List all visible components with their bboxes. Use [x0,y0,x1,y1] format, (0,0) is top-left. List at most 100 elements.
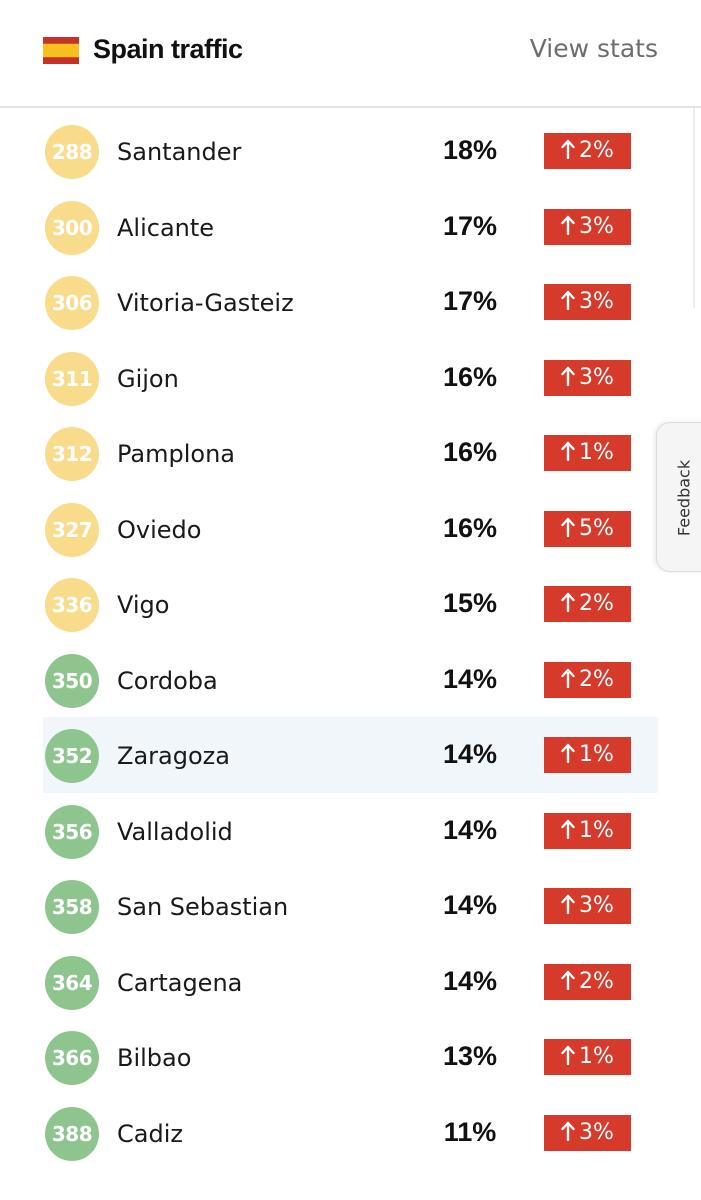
city-name: Valladolid [117,817,233,846]
list-item[interactable]: 300 Alicante 17% 3% [0,189,701,265]
list-item[interactable]: 327 Oviedo 16% 5% [0,491,701,567]
change-badge: 1% [544,737,631,773]
arrow-up-icon [561,743,575,763]
congestion-value: 13% [442,1041,498,1071]
congestion-value: 14% [442,814,498,845]
arrow-up-icon [561,1121,575,1141]
change-badge: 3% [544,284,631,320]
rank-badge: 352 [45,729,99,783]
change-badge: 3% [544,1114,631,1151]
change-value: 2% [579,968,614,994]
congestion-value: 15% [442,588,498,618]
city-ranking-list: 288 Santander 18% 2% 300 Alicante 17% 3% 306 Vito… [0,113,701,1170]
list-item[interactable]: 388 Cadiz 11% 3% [0,1095,701,1171]
rank-badge: 327 [45,502,99,557]
change-badge: 1% [544,435,631,471]
congestion-value: 11% [443,1116,497,1147]
change-value: 2% [579,666,614,692]
list-item[interactable]: 312 Pamplona 16% 1% [0,415,701,491]
list-item[interactable]: 288 Santander 18% 2% [0,113,701,189]
arrow-up-icon [561,139,575,159]
change-value: 1% [579,742,614,767]
scrollbar[interactable] [693,108,695,308]
city-name: San Sebastian [117,893,289,921]
header: Spain traffic View stats [0,0,701,108]
change-value: 3% [579,364,614,390]
change-value: 3% [579,213,614,239]
rank-badge: 288 [45,125,99,179]
congestion-value: 14% [442,890,498,920]
spain-flag-icon [43,37,79,64]
change-value: 1% [579,440,614,465]
change-badge: 2% [544,661,631,698]
congestion-value: 17% [442,210,498,241]
change-value: 2% [579,138,614,163]
view-stats-link[interactable]: View stats [529,34,658,63]
arrow-up-icon [561,366,575,386]
city-name: Pamplona [117,440,235,468]
arrow-up-icon [561,215,575,235]
rank-badge: 336 [45,578,99,632]
rank-badge: 364 [45,955,99,1010]
city-name: Zaragoza [117,742,230,770]
rank-badge: 312 [45,427,99,481]
arrow-up-icon [561,1045,575,1065]
change-badge: 3% [544,888,631,924]
city-name: Vigo [117,591,170,619]
change-badge: 1% [544,812,631,849]
change-value: 2% [579,591,614,616]
change-value: 5% [579,515,614,541]
list-item[interactable]: 366 Bilbao 13% 1% [0,1019,701,1095]
change-badge: 2% [544,133,631,169]
congestion-value: 14% [442,965,498,996]
arrow-up-icon [561,592,575,612]
change-value: 1% [579,817,614,843]
rank-badge: 388 [45,1106,99,1161]
change-badge: 3% [544,208,631,245]
arrow-up-icon [561,894,575,914]
change-badge: 2% [544,963,631,1000]
congestion-value: 17% [442,286,498,316]
change-badge: 5% [544,510,631,547]
city-name: Vitoria-Gasteiz [117,289,294,317]
list-item[interactable]: 364 Cartagena 14% 2% [0,944,701,1020]
city-name: Alicante [117,213,215,242]
city-name: Santander [117,138,242,166]
list-item[interactable]: 336 Vigo 15% 2% [0,566,701,642]
arrow-up-icon [561,668,575,688]
arrow-up-icon [561,517,575,537]
rank-badge: 311 [45,351,99,406]
change-value: 3% [579,893,614,918]
congestion-value: 16% [442,437,498,467]
change-badge: 3% [544,359,631,396]
change-badge: 1% [544,1039,631,1075]
feedback-tab[interactable]: Feedback [656,422,701,572]
rank-badge: 306 [45,276,99,330]
change-value: 3% [579,289,614,314]
change-value: 1% [579,1044,614,1069]
list-item[interactable]: 311 Gijon 16% 3% [0,340,701,416]
congestion-value: 18% [442,135,498,165]
feedback-label: Feedback [674,459,694,537]
city-name: Cartagena [117,968,243,997]
arrow-up-icon [561,819,575,839]
city-name: Cadiz [117,1119,183,1148]
list-item[interactable]: 356 Valladolid 14% 1% [0,793,701,869]
change-badge: 2% [544,586,631,622]
list-item[interactable]: 350 Cordoba 14% 2% [0,642,701,718]
city-name: Bilbao [117,1044,192,1072]
city-name: Cordoba [117,666,218,695]
congestion-value: 16% [442,361,498,392]
congestion-value: 14% [442,739,498,769]
page-title: Spain traffic [93,34,243,64]
list-item[interactable]: 358 San Sebastian 14% 3% [0,868,701,944]
rank-badge: 350 [45,653,99,708]
city-name: Oviedo [117,515,202,544]
rank-badge: 358 [45,880,99,934]
list-item[interactable]: 306 Vitoria-Gasteiz 17% 3% [0,264,701,340]
list-item[interactable]: 352 Zaragoza 14% 1% [0,717,701,793]
arrow-up-icon [561,441,575,461]
rank-badge: 300 [45,200,99,255]
change-value: 3% [579,1119,614,1145]
